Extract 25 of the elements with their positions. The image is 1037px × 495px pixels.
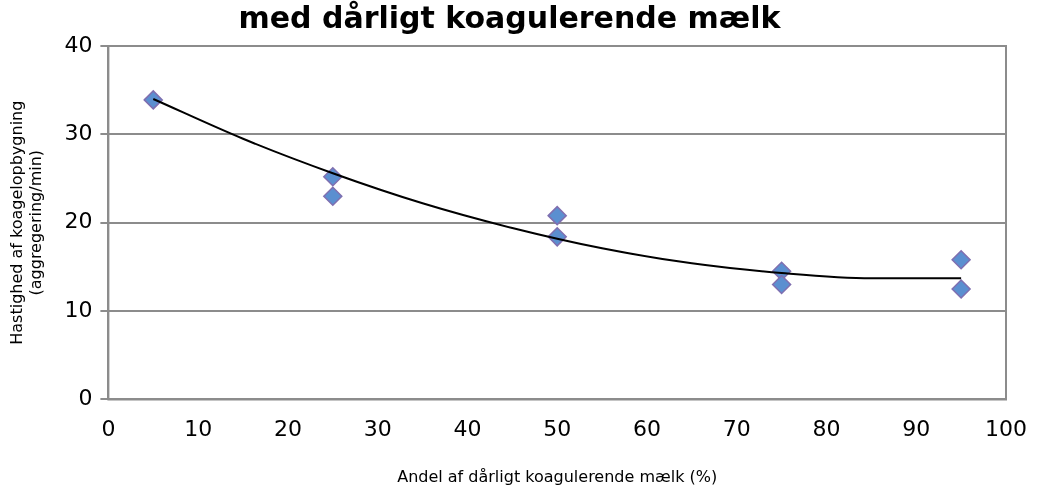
x-tick-label: 50 bbox=[543, 416, 572, 442]
point bbox=[547, 205, 567, 226]
x-tick-label: 70 bbox=[722, 416, 751, 442]
y-tick-label: 40 bbox=[64, 31, 93, 57]
x-tick-label: 30 bbox=[363, 416, 392, 442]
x-tick-label: 10 bbox=[184, 416, 213, 442]
y-tick-label: 0 bbox=[78, 385, 93, 411]
point bbox=[323, 186, 343, 206]
x-axis-title: Andel af dårligt koagulerende mælk (%) bbox=[397, 466, 718, 486]
x-tick-label: 0 bbox=[101, 416, 116, 442]
y-tick-label: 10 bbox=[64, 296, 93, 322]
y-tick-label: 20 bbox=[64, 208, 93, 234]
x-tick-label: 40 bbox=[453, 416, 482, 442]
x-tick-label: 100 bbox=[985, 416, 1027, 442]
point bbox=[143, 90, 164, 110]
x-tick-label: 20 bbox=[273, 416, 302, 442]
point bbox=[951, 250, 971, 270]
x-tick-label: 60 bbox=[632, 416, 661, 442]
chart-title: med dårligt koagulerende mælk bbox=[238, 0, 782, 35]
y-tick-label: 30 bbox=[64, 120, 93, 146]
point bbox=[771, 274, 792, 295]
point bbox=[951, 279, 971, 299]
y-axis-title: Hastighed af koagelopbygning (aggregering/min) bbox=[6, 100, 45, 345]
x-tick-label: 90 bbox=[902, 416, 931, 442]
x-tick-label: 80 bbox=[812, 416, 841, 442]
